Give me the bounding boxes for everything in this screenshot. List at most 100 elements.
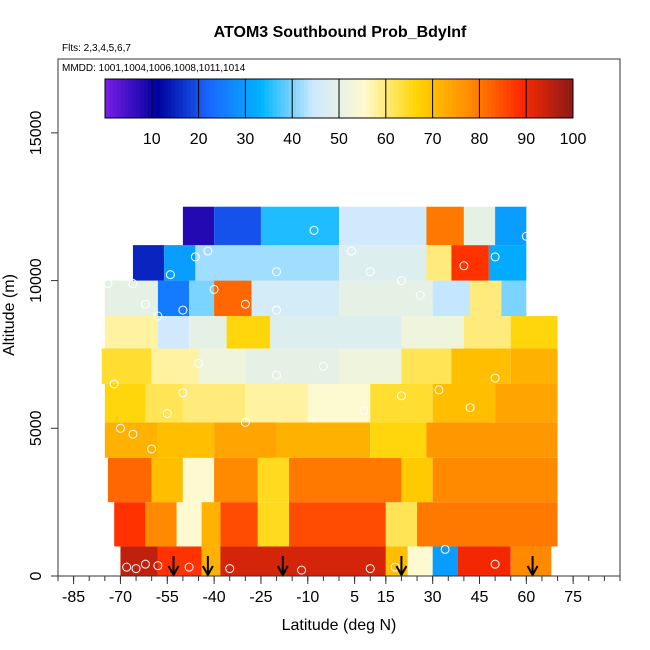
data-point-37 xyxy=(415,290,425,300)
colorbar-swatch-25 xyxy=(202,79,207,118)
observation-points xyxy=(84,219,544,575)
colorbar-swatch-11 xyxy=(147,79,153,118)
data-point-27 xyxy=(140,299,150,309)
data-point-1 xyxy=(131,564,141,574)
y-tick-label-1: 5000 xyxy=(28,410,45,446)
heat-cell-0-5 xyxy=(407,546,433,576)
colorbar-swatch-68 xyxy=(370,79,375,118)
data-point-38 xyxy=(459,261,469,271)
heat-cell-1-5 xyxy=(257,502,290,547)
heat-cell-6-1 xyxy=(157,316,190,349)
data-point-15 xyxy=(162,409,172,419)
data-point-19 xyxy=(272,370,282,380)
heat-cell-1-7 xyxy=(385,502,418,547)
heat-cell-9-1 xyxy=(214,206,261,246)
heat-cell-3-2 xyxy=(214,422,277,458)
data-point-45 xyxy=(272,267,282,277)
heat-cell-0-3 xyxy=(220,546,386,576)
data-point-18 xyxy=(240,417,250,427)
x-tick-label-7: 15 xyxy=(377,589,395,606)
heat-cell-3-5 xyxy=(426,422,558,458)
x-tick-label-3: -40 xyxy=(203,589,226,606)
heat-cell-6-2 xyxy=(189,316,227,349)
heat-cell-2-2 xyxy=(182,457,215,503)
heat-cell-6-5 xyxy=(401,316,464,349)
heat-cell-2-6 xyxy=(401,457,433,503)
colorbar-swatch-37 xyxy=(249,79,254,118)
colorbar-swatch-113 xyxy=(545,79,551,118)
colorbar-swatch-99 xyxy=(491,79,496,118)
data-point-42 xyxy=(103,279,113,289)
colorbar-swatch-40 xyxy=(261,79,266,118)
colorbar-swatch-102 xyxy=(502,79,508,118)
colorbar-swatch-100 xyxy=(495,79,500,118)
heat-cell-5-0 xyxy=(101,348,152,384)
dates-note: MMDD: 1001,1004,1006,1008,1011,1014 xyxy=(62,63,246,74)
data-point-5 xyxy=(225,564,235,574)
heat-cell-9-5 xyxy=(463,206,496,246)
data-point-43 xyxy=(190,252,200,262)
heat-cell-2-3 xyxy=(214,457,258,503)
heat-cell-7-2 xyxy=(189,280,215,317)
colorbar-swatch-60 xyxy=(339,79,344,118)
heat-cell-1-0 xyxy=(114,502,146,547)
heat-cell-2-0 xyxy=(107,457,152,503)
colorbar-swatch-119 xyxy=(569,79,574,118)
colorbar-swatch-84 xyxy=(432,79,437,118)
x-tick-label-4: -25 xyxy=(249,589,272,606)
colorbar-swatch-26 xyxy=(206,79,211,118)
colorbar-swatch-46 xyxy=(284,79,289,118)
colorbar-swatch-76 xyxy=(401,79,406,118)
heat-cell-4-7 xyxy=(495,383,558,423)
arrow-marker-4 xyxy=(526,556,539,578)
x-tick-label-5: -10 xyxy=(296,589,319,606)
heat-cell-8-0 xyxy=(132,245,165,281)
colorbar-swatch-77 xyxy=(405,79,410,118)
colorbar-swatch-54 xyxy=(315,79,320,118)
colorbar-swatch-94 xyxy=(471,79,476,118)
heat-cell-2-4 xyxy=(257,457,290,503)
colorbar-swatch-33 xyxy=(233,79,239,118)
colorbar-swatch-10 xyxy=(144,79,149,118)
colorbar-swatch-104 xyxy=(510,79,515,118)
data-point-6 xyxy=(297,565,307,575)
heat-cell-4-5 xyxy=(370,383,433,423)
heat-cell-7-7 xyxy=(470,280,502,317)
colorbar-swatch-65 xyxy=(358,79,363,118)
arrow-marker-1 xyxy=(201,556,214,578)
colorbar-swatch-117 xyxy=(561,79,566,118)
data-point-30 xyxy=(178,305,188,315)
colorbar-swatch-118 xyxy=(565,79,570,118)
data-point-28 xyxy=(153,311,163,321)
heat-cell-4-4 xyxy=(307,383,371,423)
heat-cell-7-6 xyxy=(432,280,471,317)
colorbar-swatch-35 xyxy=(241,79,246,118)
colorbar-swatch-108 xyxy=(526,79,531,118)
data-point-36 xyxy=(365,267,375,277)
heat-cell-6-7 xyxy=(510,316,558,349)
colorbar-swatch-110 xyxy=(534,79,539,118)
data-point-29 xyxy=(165,270,175,280)
heat-cell-5-1 xyxy=(151,348,199,384)
heat-cell-1-1 xyxy=(145,502,177,547)
data-point-3 xyxy=(153,561,163,571)
colorbar-swatch-87 xyxy=(444,79,449,118)
data-point-26 xyxy=(128,279,138,289)
colorbar-swatch-73 xyxy=(389,79,395,118)
colorbar-tick-label-4: 50 xyxy=(330,131,348,148)
data-point-25 xyxy=(490,373,500,383)
data-point-20 xyxy=(318,361,328,371)
data-point-16 xyxy=(178,388,188,398)
heat-cell-3-1 xyxy=(157,422,215,458)
colorbar-swatch-112 xyxy=(541,79,547,118)
heat-cell-1-3 xyxy=(201,502,221,547)
data-point-35 xyxy=(346,246,356,256)
heat-cell-6-3 xyxy=(226,316,271,349)
y-tick-label-3: 15000 xyxy=(28,111,45,156)
arrow-marker-0 xyxy=(167,556,180,578)
colorbar-swatch-75 xyxy=(397,79,402,118)
colorbar-swatch-67 xyxy=(366,79,371,118)
colorbar-swatch-69 xyxy=(374,79,379,118)
colorbar-swatch-18 xyxy=(175,79,180,118)
